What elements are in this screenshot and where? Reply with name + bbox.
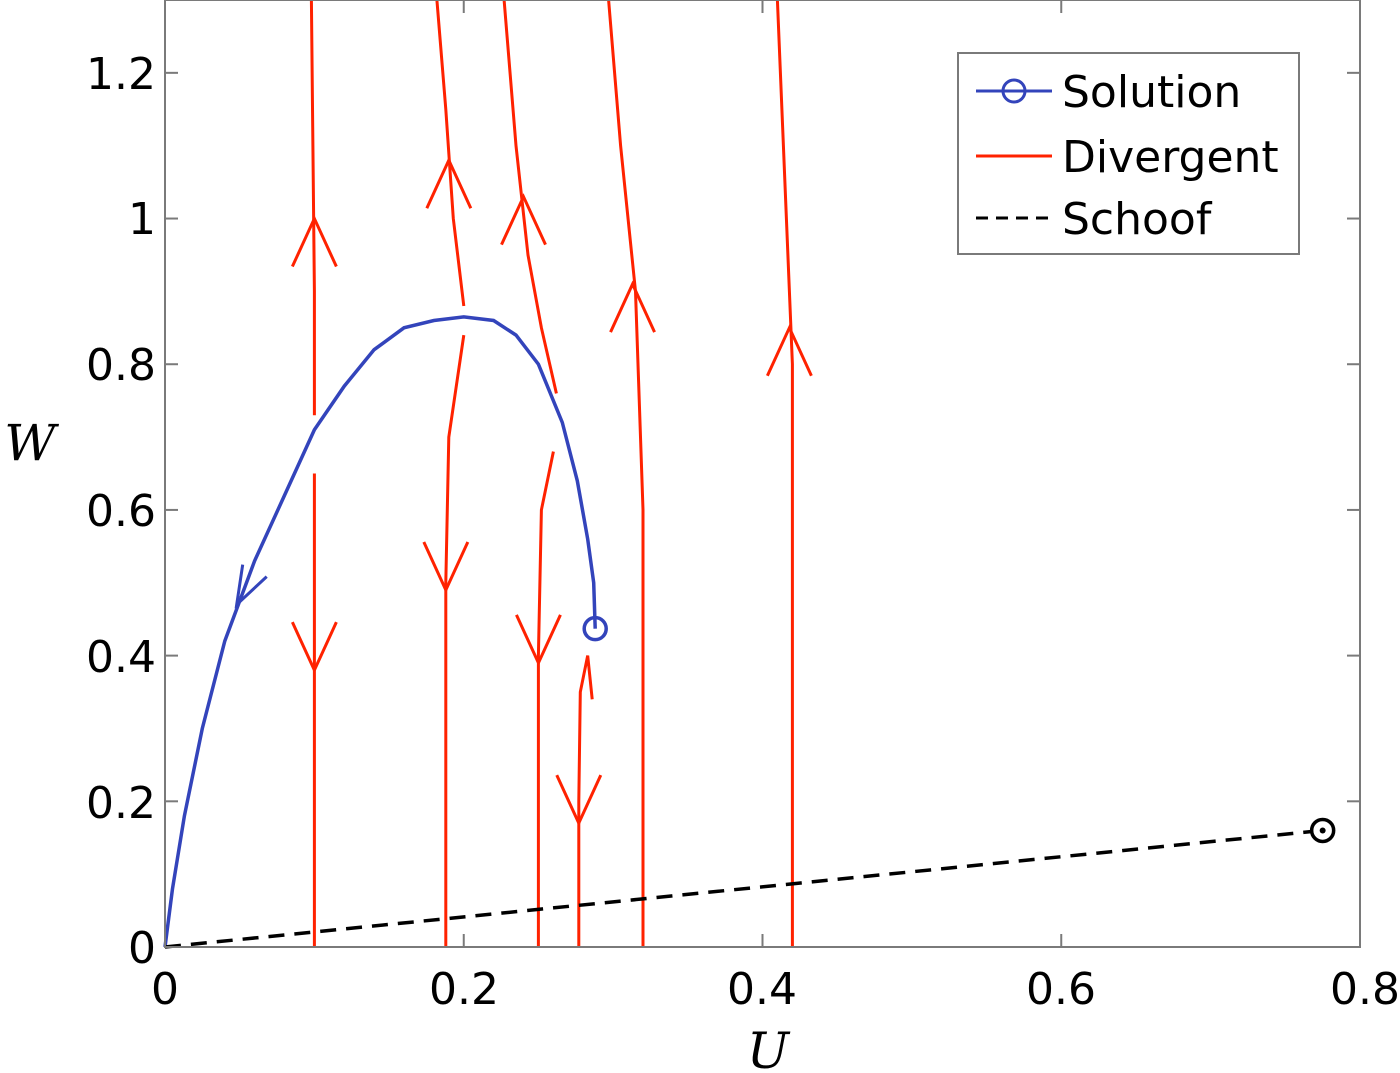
legend-label-schoof: Schoof [1062,194,1213,245]
divergent-trajectory [444,334,466,947]
y-tick-label: 1 [128,194,156,245]
divergent-trajectory [435,0,466,307]
y-tick-label: 0 [128,923,156,974]
y-tick-labels: 0 0.2 0.4 0.6 0.8 1 1.2 [86,49,156,974]
trajectory-arrow [291,621,338,674]
divergent-trajectory [502,0,558,394]
trajectory-arrow [422,541,470,594]
trajectory-arrow [515,614,562,667]
solution-start-marker [582,615,608,642]
y-axis-label: W [4,414,59,472]
y-tick-label: 0.4 [86,632,156,683]
x-axis-label: U [747,1022,791,1073]
x-tick-label: 0 [151,964,179,1015]
legend-box [957,52,1300,255]
trajectory-arrow [425,156,473,209]
divergent-trajectory [775,0,794,947]
trajectory-arrow [500,193,547,246]
solution-curve [163,315,597,948]
divergent-trajectory [577,655,594,947]
schoof-line [164,828,1323,949]
trajectory-arrow [291,214,338,268]
legend: Solution Divergent Schoof [957,52,1300,255]
x-tick-labels: 0 0.2 0.4 0.6 0.8 [151,964,1400,1015]
trajectory-arrow [234,564,268,609]
schoof-end-dot [1319,827,1326,834]
plot-area [163,0,1336,949]
axis-ticks [164,0,1361,948]
legend-solution-marker [1001,78,1027,104]
y-tick-label: 0.8 [86,340,156,391]
trajectory-arrow [555,774,603,827]
divergent-trajectory [607,0,645,947]
y-tick-label: 1.2 [86,49,156,100]
x-tick-label: 0.2 [429,964,499,1015]
x-tick-label: 0.4 [727,964,797,1015]
legend-label-divergent: Divergent [1062,132,1279,183]
y-tick-label: 0.6 [86,486,156,537]
divergent-trajectory [536,451,555,947]
x-tick-label: 0.8 [1330,964,1400,1015]
divergent-trajectory [309,0,316,416]
y-tick-label: 0.2 [86,778,156,829]
x-tick-label: 0.6 [1026,964,1096,1015]
legend-label-solution: Solution [1062,67,1241,118]
trajectory-arrow [766,324,813,377]
trajectory-arrow [609,280,656,333]
